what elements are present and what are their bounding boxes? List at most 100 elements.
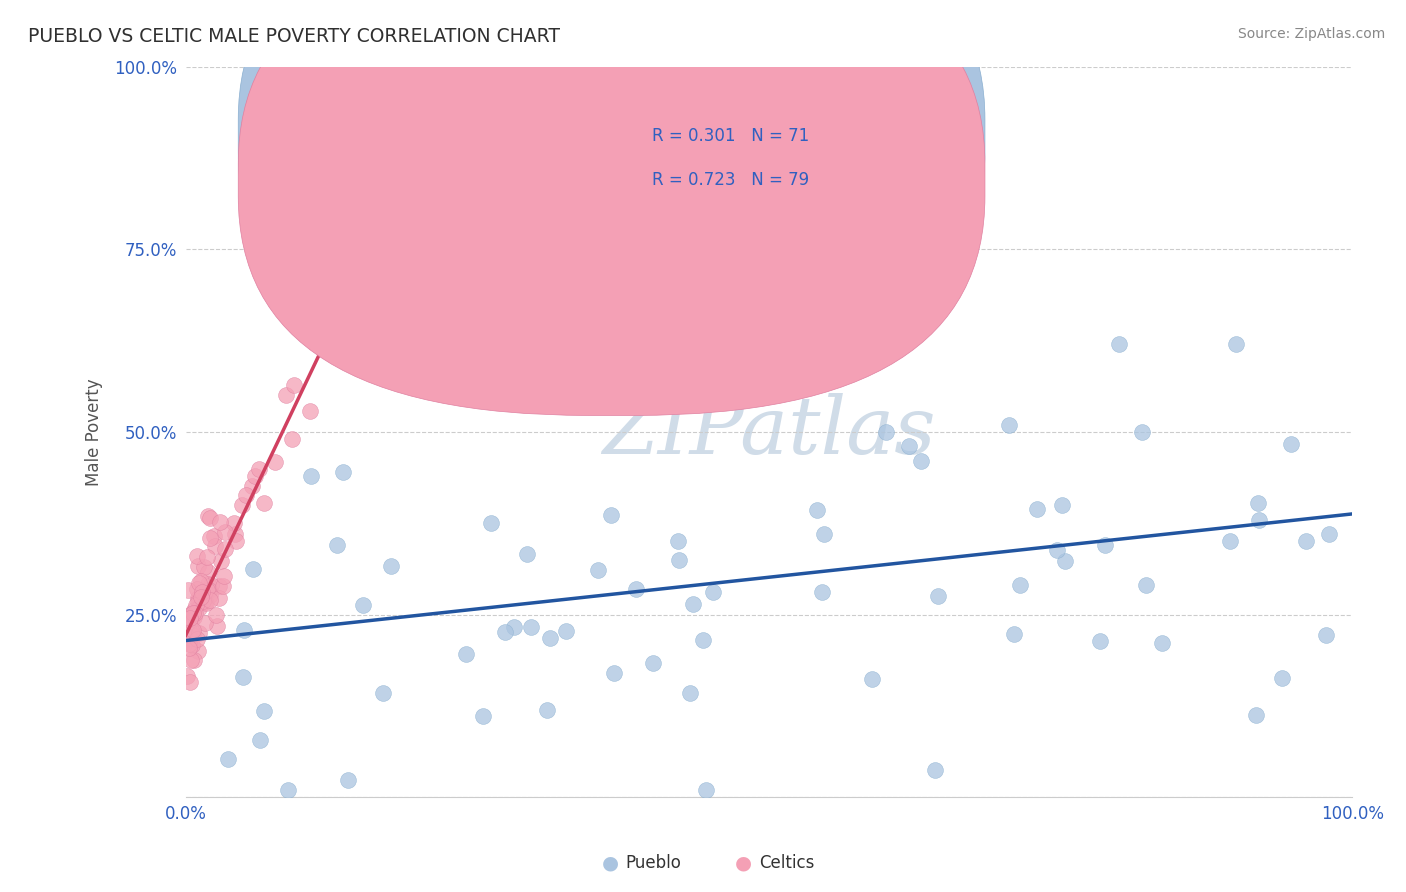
Point [668,553,690,567]
Point [1279,437,1302,451]
Point [187,594,209,608]
Point [224,527,246,541]
Point [200,511,222,525]
Point [806,503,828,517]
Point [454,647,477,661]
Point [187,643,209,657]
Point [179,631,201,645]
Point [179,641,201,656]
Point [998,417,1021,432]
Point [249,733,271,747]
Point [1050,498,1073,512]
Point [247,461,270,475]
Point [183,603,205,617]
Point [179,675,201,690]
Point [204,540,226,554]
Text: R = 0.301   N = 71: R = 0.301 N = 71 [652,127,810,145]
FancyBboxPatch shape [238,0,986,372]
Point [603,666,626,681]
Point [1135,578,1157,592]
Point [184,598,207,612]
Point [211,579,233,593]
Point [209,554,232,568]
Point [190,574,212,589]
Point [197,577,219,591]
Point [180,614,202,628]
Point [898,440,921,454]
Point [299,469,322,483]
Point [494,624,516,639]
Point [813,526,835,541]
Point [191,594,214,608]
Point [1108,337,1130,351]
Point [263,455,285,469]
Point [1315,628,1337,642]
Point [186,632,208,647]
Point [194,595,217,609]
Point [180,607,202,621]
Point [1132,425,1154,439]
Point [1088,633,1111,648]
Point [1010,577,1032,591]
Point [1025,501,1047,516]
FancyBboxPatch shape [238,0,986,416]
FancyBboxPatch shape [571,95,921,198]
Text: Celtics: Celtics [759,855,814,872]
Point [283,377,305,392]
Point [1317,527,1340,541]
Point [758,337,780,351]
Point [274,388,297,402]
Point [1271,671,1294,685]
Point [472,708,495,723]
Point [875,425,897,439]
Point [1094,538,1116,552]
Point [240,479,263,493]
Point [183,627,205,641]
Text: Source: ZipAtlas.com: Source: ZipAtlas.com [1237,27,1385,41]
Point [181,623,204,637]
Point [177,583,200,598]
Point [233,624,256,638]
Point [860,672,883,686]
Point [231,498,253,512]
Point [232,670,254,684]
Point [380,559,402,574]
Point [1225,337,1247,351]
Point [176,613,198,627]
Point [352,599,374,613]
Point [682,598,704,612]
Point [198,588,221,602]
Point [641,656,664,670]
Point [555,624,578,639]
Point [180,637,202,651]
Point [194,615,217,630]
Point [927,590,949,604]
Point [205,608,228,623]
Point [209,516,232,530]
Point [179,611,201,625]
Point [481,516,503,531]
Point [695,782,717,797]
Point [197,565,219,579]
Point [371,686,394,700]
Point [205,619,228,633]
Point [198,583,221,598]
Point [924,764,946,778]
Point [243,469,266,483]
Point [197,509,219,524]
Point [1002,626,1025,640]
Point [281,432,304,446]
Point [186,549,208,564]
Point [235,488,257,502]
Point [184,606,207,620]
Point [177,637,200,651]
Point [1219,534,1241,549]
Text: R = 0.723   N = 79: R = 0.723 N = 79 [652,171,810,189]
Point [538,631,561,645]
Point [624,582,647,596]
Point [253,704,276,718]
Point [208,579,231,593]
Point [332,466,354,480]
Point [1295,534,1317,549]
Point [502,620,524,634]
